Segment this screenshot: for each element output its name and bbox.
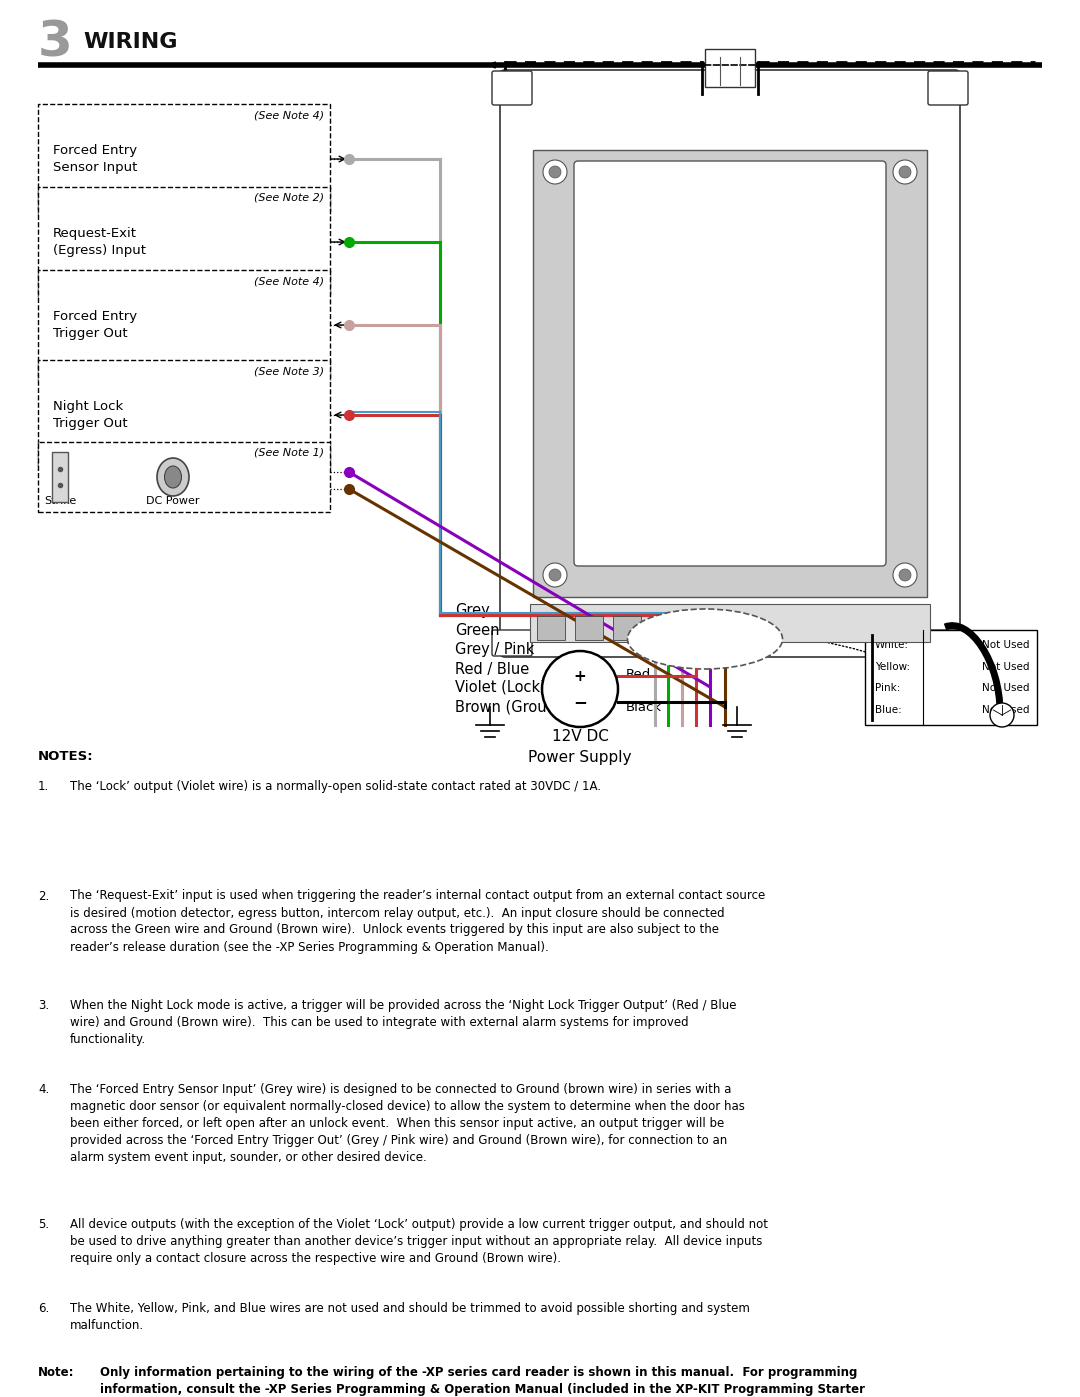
- Text: Not Used: Not Used: [982, 662, 1029, 672]
- Text: The ‘Lock’ output (Violet wire) is a normally-open solid-state contact rated at : The ‘Lock’ output (Violet wire) is a nor…: [70, 780, 608, 793]
- Text: 2.: 2.: [38, 890, 50, 902]
- Text: DC Power: DC Power: [146, 496, 200, 506]
- Text: Night Lock
Trigger Out: Night Lock Trigger Out: [53, 400, 127, 430]
- Text: Note:: Note:: [38, 1366, 75, 1379]
- FancyBboxPatch shape: [928, 630, 968, 657]
- Text: Blue:: Blue:: [875, 704, 902, 714]
- Circle shape: [893, 161, 917, 184]
- FancyBboxPatch shape: [575, 616, 603, 640]
- Text: +: +: [573, 669, 586, 683]
- Text: (See Note 4): (See Note 4): [254, 277, 324, 286]
- Text: (See Note 1): (See Note 1): [254, 447, 324, 457]
- FancyBboxPatch shape: [38, 103, 330, 214]
- Circle shape: [899, 569, 912, 581]
- FancyBboxPatch shape: [492, 630, 532, 657]
- Text: Yellow:: Yellow:: [875, 662, 910, 672]
- Circle shape: [543, 563, 567, 587]
- Text: 6.: 6.: [38, 1302, 50, 1315]
- FancyBboxPatch shape: [534, 149, 927, 597]
- FancyBboxPatch shape: [613, 616, 642, 640]
- FancyBboxPatch shape: [928, 71, 968, 105]
- Text: White:: White:: [875, 640, 909, 650]
- Text: Only information pertaining to the wiring of the -XP series card reader is shown: Only information pertaining to the wirin…: [100, 1366, 865, 1397]
- FancyBboxPatch shape: [651, 616, 679, 640]
- Text: Red: Red: [626, 668, 651, 680]
- Text: 5.: 5.: [38, 1218, 49, 1231]
- Circle shape: [893, 563, 917, 587]
- FancyBboxPatch shape: [38, 270, 330, 380]
- FancyBboxPatch shape: [537, 616, 565, 640]
- Ellipse shape: [157, 458, 189, 496]
- FancyBboxPatch shape: [865, 630, 1037, 725]
- Ellipse shape: [627, 609, 783, 669]
- Text: Black: Black: [626, 700, 662, 714]
- Text: WIRING: WIRING: [83, 32, 177, 52]
- Text: Not Used: Not Used: [982, 640, 1029, 650]
- Text: The ‘Request-Exit’ input is used when triggering the reader’s internal contact o: The ‘Request-Exit’ input is used when tr…: [70, 890, 766, 954]
- Text: The White, Yellow, Pink, and Blue wires are not used and should be trimmed to av: The White, Yellow, Pink, and Blue wires …: [70, 1302, 750, 1333]
- Text: (See Note 2): (See Note 2): [254, 193, 324, 203]
- FancyBboxPatch shape: [38, 360, 330, 469]
- Text: 3.: 3.: [38, 999, 49, 1011]
- Text: 4.: 4.: [38, 1083, 50, 1097]
- Text: Red / Blue: Red / Blue: [455, 662, 529, 676]
- Circle shape: [549, 166, 561, 177]
- Text: All device outputs (with the exception of the Violet ‘Lock’ output) provide a lo: All device outputs (with the exception o…: [70, 1218, 768, 1266]
- Text: Pink:: Pink:: [875, 683, 901, 693]
- FancyBboxPatch shape: [530, 604, 930, 643]
- Text: NOTES:: NOTES:: [38, 750, 94, 763]
- FancyBboxPatch shape: [38, 441, 330, 511]
- Text: The ‘Forced Entry Sensor Input’ (Grey wire) is designed to be connected to Groun: The ‘Forced Entry Sensor Input’ (Grey wi…: [70, 1083, 745, 1164]
- FancyBboxPatch shape: [573, 161, 886, 566]
- Text: Forced Entry
Trigger Out: Forced Entry Trigger Out: [53, 310, 137, 339]
- Text: Green: Green: [455, 623, 499, 637]
- Text: Brown (Ground): Brown (Ground): [455, 700, 571, 714]
- Text: When the Night Lock mode is active, a trigger will be provided across the ‘Night: When the Night Lock mode is active, a tr…: [70, 999, 737, 1046]
- FancyBboxPatch shape: [705, 49, 755, 87]
- Text: (See Note 4): (See Note 4): [254, 110, 324, 120]
- Text: 1.: 1.: [38, 780, 50, 793]
- Circle shape: [990, 703, 1014, 726]
- Text: 12V DC
Power Supply: 12V DC Power Supply: [528, 729, 632, 766]
- FancyBboxPatch shape: [689, 616, 717, 640]
- Text: Violet (Lock): Violet (Lock): [455, 679, 545, 694]
- Text: 3: 3: [38, 18, 72, 66]
- FancyBboxPatch shape: [38, 187, 330, 298]
- Text: −: −: [573, 693, 586, 711]
- FancyBboxPatch shape: [52, 453, 68, 502]
- Circle shape: [543, 161, 567, 184]
- Text: Strike: Strike: [44, 496, 76, 506]
- Ellipse shape: [164, 467, 181, 488]
- Text: Not Used: Not Used: [982, 704, 1029, 714]
- Text: Not Used: Not Used: [982, 683, 1029, 693]
- FancyBboxPatch shape: [500, 70, 960, 657]
- Circle shape: [549, 569, 561, 581]
- FancyBboxPatch shape: [492, 71, 532, 105]
- Circle shape: [899, 166, 912, 177]
- Text: (See Note 3): (See Note 3): [254, 366, 324, 376]
- Text: Request-Exit
(Egress) Input: Request-Exit (Egress) Input: [53, 226, 146, 257]
- Text: Grey: Grey: [455, 602, 489, 617]
- Text: Forced Entry
Sensor Input: Forced Entry Sensor Input: [53, 144, 137, 175]
- Circle shape: [542, 651, 618, 726]
- Text: Grey / Pink: Grey / Pink: [455, 641, 535, 657]
